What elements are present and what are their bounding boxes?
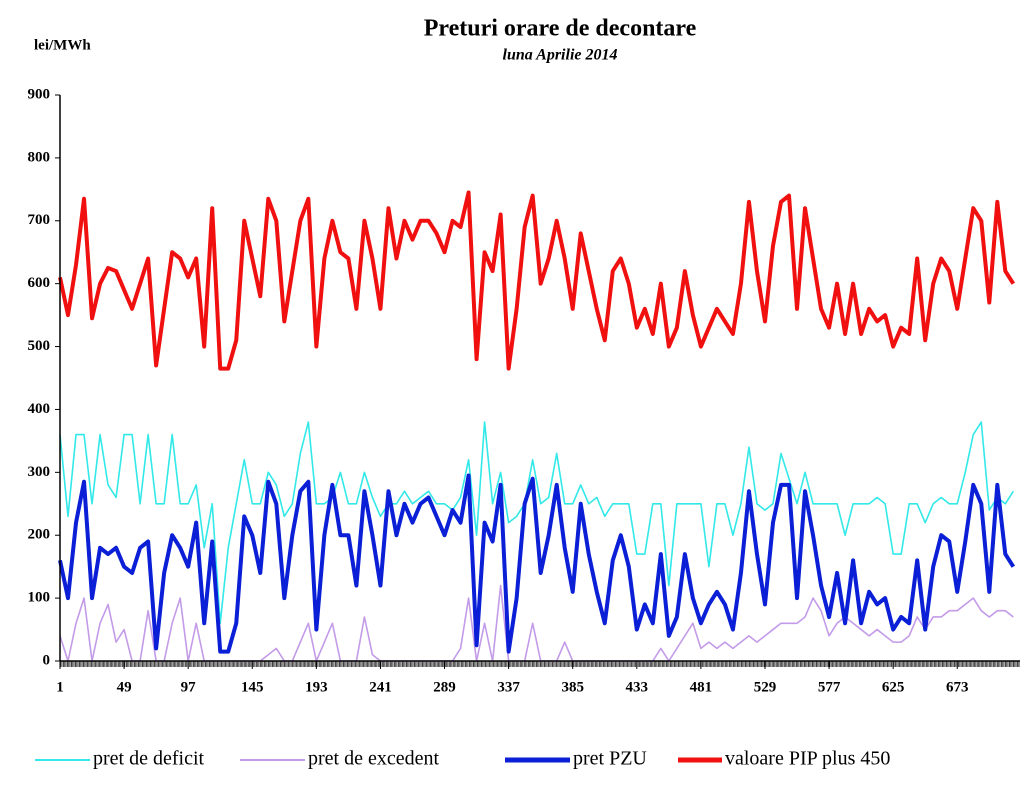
- y-tick-label: 0: [43, 652, 51, 668]
- x-tick-label: 433: [626, 679, 649, 695]
- y-tick-label: 500: [28, 338, 51, 354]
- y-tick-label: 100: [28, 590, 51, 606]
- y-tick-label: 400: [28, 401, 51, 417]
- legend-label: pret de deficit: [93, 748, 204, 770]
- minor-ticks: [60, 661, 1020, 667]
- y-tick-label: 300: [28, 464, 51, 480]
- x-tick-label: 481: [690, 679, 713, 695]
- y-tick-label: 200: [28, 527, 51, 543]
- x-tick-label: 337: [497, 679, 520, 695]
- x-tick-label: 49: [117, 679, 132, 695]
- series-line: [58, 190, 1016, 371]
- x-tick-label: 529: [754, 679, 777, 695]
- chart-subtitle: luna Aprilie 2014: [503, 47, 618, 64]
- x-tick-label: 625: [882, 679, 905, 695]
- legend-label: pret de excedent: [308, 748, 439, 770]
- series-line: [59, 421, 1014, 625]
- legend-label: pret PZU: [573, 748, 647, 770]
- x-tick-label: 193: [305, 679, 328, 695]
- x-tick-label: 385: [561, 679, 584, 695]
- legend-label: valoare PIP plus 450: [725, 748, 890, 770]
- x-tick-label: 145: [241, 679, 264, 695]
- x-tick-label: 97: [181, 679, 197, 695]
- x-tick-label: 577: [818, 679, 841, 695]
- chart-title: Preturi orare de decontare: [424, 16, 697, 42]
- y-tick-label: 800: [28, 149, 51, 165]
- y-tick-label: 600: [28, 275, 51, 291]
- x-tick-label: 1: [56, 679, 64, 695]
- x-tick-label: 241: [369, 679, 392, 695]
- y-tick-label: 700: [28, 212, 51, 228]
- x-tick-label: 289: [433, 679, 456, 695]
- y-axis-label: lei/MWh: [34, 37, 91, 53]
- x-tick-label: 673: [946, 679, 969, 695]
- series-line: [58, 473, 1016, 654]
- y-tick-label: 900: [28, 86, 51, 102]
